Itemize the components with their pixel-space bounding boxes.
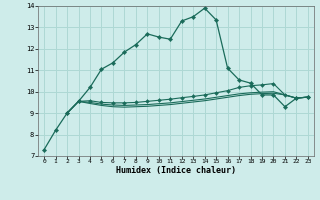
X-axis label: Humidex (Indice chaleur): Humidex (Indice chaleur): [116, 166, 236, 175]
